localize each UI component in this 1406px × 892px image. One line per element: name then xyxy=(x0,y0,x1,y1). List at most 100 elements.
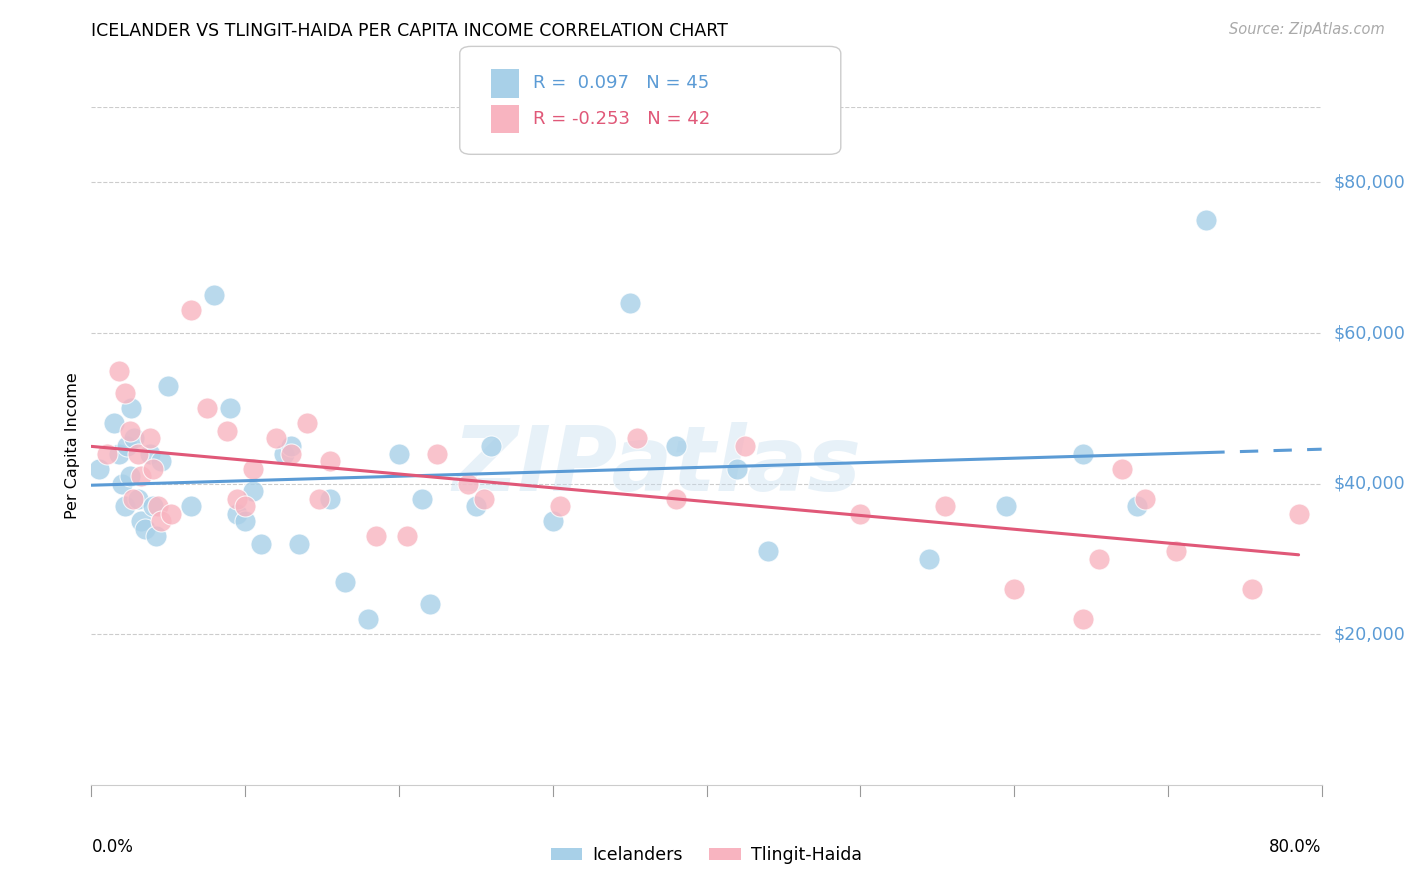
Point xyxy=(127,446,149,460)
Point xyxy=(319,491,342,506)
Text: 80.0%: 80.0% xyxy=(1270,838,1322,855)
Point xyxy=(1133,491,1156,506)
Point xyxy=(108,446,131,460)
Point xyxy=(280,446,302,460)
Point xyxy=(218,401,240,416)
Point xyxy=(215,424,238,438)
Point xyxy=(145,529,167,543)
Point xyxy=(127,491,149,506)
Point xyxy=(388,446,411,460)
Text: Source: ZipAtlas.com: Source: ZipAtlas.com xyxy=(1229,22,1385,37)
Text: $20,000: $20,000 xyxy=(1334,625,1406,643)
Point xyxy=(139,446,162,460)
Point xyxy=(160,507,183,521)
Point xyxy=(129,469,152,483)
Point xyxy=(96,446,118,460)
Point xyxy=(108,364,131,378)
Point xyxy=(202,288,225,302)
Point xyxy=(333,574,356,589)
Point xyxy=(756,544,779,558)
Text: ICELANDER VS TLINGIT-HAIDA PER CAPITA INCOME CORRELATION CHART: ICELANDER VS TLINGIT-HAIDA PER CAPITA IN… xyxy=(91,22,728,40)
Point xyxy=(103,417,125,431)
Point xyxy=(295,417,318,431)
Point xyxy=(395,529,418,543)
Point xyxy=(280,439,302,453)
Point xyxy=(226,507,249,521)
Point xyxy=(472,491,495,506)
Point xyxy=(134,522,156,536)
Point xyxy=(725,461,748,475)
Point xyxy=(1071,446,1094,460)
Point xyxy=(1288,507,1310,521)
Point xyxy=(1241,582,1264,596)
Point xyxy=(122,491,145,506)
Point xyxy=(120,401,142,416)
Text: R = -0.253   N = 42: R = -0.253 N = 42 xyxy=(533,110,710,128)
Point xyxy=(479,439,502,453)
Point xyxy=(357,612,380,626)
Point xyxy=(550,500,572,514)
Point xyxy=(264,432,287,446)
Text: ZIPatlas: ZIPatlas xyxy=(453,422,862,510)
Point xyxy=(419,597,441,611)
Point xyxy=(995,500,1018,514)
Point xyxy=(849,507,872,521)
Point xyxy=(242,484,264,499)
Text: $60,000: $60,000 xyxy=(1334,324,1406,342)
Point xyxy=(149,454,172,468)
Point xyxy=(180,500,202,514)
Point xyxy=(1164,544,1187,558)
Point xyxy=(149,514,172,528)
Point xyxy=(1002,582,1025,596)
Point xyxy=(114,500,136,514)
Point xyxy=(118,469,141,483)
Point xyxy=(319,454,342,468)
Text: R =  0.097   N = 45: R = 0.097 N = 45 xyxy=(533,75,709,93)
Point xyxy=(233,500,256,514)
Point xyxy=(734,439,756,453)
Point xyxy=(457,476,479,491)
Text: 0.0%: 0.0% xyxy=(91,838,134,855)
Point xyxy=(665,439,688,453)
Point xyxy=(180,303,202,318)
Point xyxy=(411,491,433,506)
Point xyxy=(619,296,641,310)
Point xyxy=(1126,500,1149,514)
Point xyxy=(249,537,271,551)
Point xyxy=(426,446,449,460)
Point xyxy=(934,500,956,514)
Point xyxy=(665,491,688,506)
Point xyxy=(364,529,387,543)
Y-axis label: Per Capita Income: Per Capita Income xyxy=(65,373,80,519)
Text: $80,000: $80,000 xyxy=(1334,173,1406,192)
Point xyxy=(1195,213,1218,227)
Point xyxy=(114,386,136,401)
Point xyxy=(242,461,264,475)
Point xyxy=(308,491,330,506)
Point xyxy=(142,461,165,475)
Point xyxy=(464,500,486,514)
Point xyxy=(111,476,134,491)
Point xyxy=(87,461,110,475)
Point xyxy=(118,424,141,438)
Point xyxy=(273,446,295,460)
Point xyxy=(1087,552,1109,566)
Point xyxy=(1111,461,1133,475)
Point xyxy=(142,500,165,514)
Text: $40,000: $40,000 xyxy=(1334,475,1406,492)
Point xyxy=(129,514,152,528)
Point xyxy=(226,491,249,506)
Point xyxy=(288,537,311,551)
Point xyxy=(124,432,146,446)
Legend: Icelanders, Tlingit-Haida: Icelanders, Tlingit-Haida xyxy=(544,839,869,871)
Point xyxy=(139,432,162,446)
Point xyxy=(541,514,564,528)
Point xyxy=(626,432,648,446)
Point xyxy=(918,552,941,566)
Point xyxy=(157,378,180,392)
Point xyxy=(195,401,218,416)
Point xyxy=(233,514,256,528)
Point xyxy=(1071,612,1094,626)
Point xyxy=(146,500,169,514)
Point xyxy=(115,439,138,453)
